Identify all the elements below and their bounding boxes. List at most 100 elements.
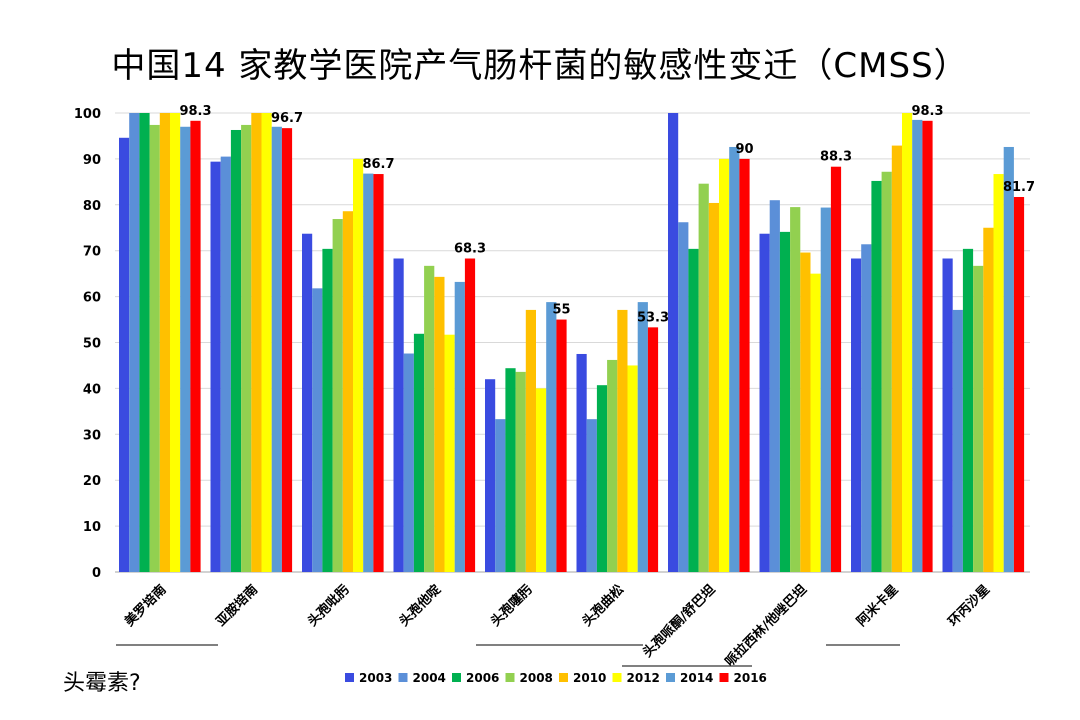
legend-swatch	[612, 673, 622, 682]
x-category-label: 美罗培南	[121, 582, 169, 630]
bar	[403, 353, 414, 572]
bar	[891, 145, 902, 573]
x-category-label: 阿米卡星	[853, 582, 901, 630]
bar	[1003, 146, 1014, 572]
bar	[444, 334, 455, 572]
y-tick-label: 0	[92, 566, 101, 581]
bar	[902, 113, 913, 572]
x-category-label: 头孢他啶	[396, 582, 444, 630]
bar	[861, 244, 872, 573]
bar	[302, 233, 313, 573]
bar	[973, 265, 984, 572]
data-label: 90	[735, 142, 753, 157]
bar	[159, 113, 170, 572]
y-tick-label: 40	[83, 382, 101, 397]
bar	[993, 174, 1004, 572]
y-tick-label: 10	[83, 520, 101, 535]
bar	[220, 156, 231, 573]
bar	[393, 258, 404, 572]
bar	[353, 158, 364, 572]
bar	[241, 124, 252, 573]
bar	[434, 276, 445, 572]
bars	[119, 113, 1025, 573]
bar	[983, 227, 994, 572]
data-label: 53.3	[637, 310, 669, 325]
x-category-label: 头孢噻肟	[487, 582, 535, 630]
y-tick-label: 90	[83, 153, 101, 168]
bar	[647, 327, 659, 572]
bar	[495, 419, 506, 572]
bar	[952, 309, 963, 572]
bar	[769, 200, 780, 572]
data-labels: 98.3 96.7 86.7 68.3 55 53.3 90 88.3 98.3 81.7	[179, 104, 1035, 325]
bar	[790, 207, 801, 572]
legend-swatch	[345, 673, 354, 682]
bar	[424, 265, 435, 572]
bar	[922, 120, 933, 572]
bar	[119, 137, 130, 572]
y-tick-label: 60	[83, 291, 101, 306]
data-label: 98.3	[179, 104, 211, 119]
bar	[851, 258, 862, 572]
bar	[708, 202, 719, 573]
bar	[586, 419, 597, 572]
bar	[505, 368, 516, 572]
y-tick-label: 20	[83, 474, 101, 489]
data-label: 98.3	[911, 104, 943, 119]
bar	[576, 353, 587, 572]
legend-swatch	[452, 673, 461, 682]
bar	[271, 126, 282, 573]
bar	[210, 161, 221, 573]
y-tick-label: 50	[83, 337, 101, 352]
bar	[413, 333, 425, 572]
bar	[698, 183, 709, 572]
x-category-label: 头孢吡肟	[304, 582, 352, 630]
chart-title: 中国14 家教学医院产气肠杆菌的敏感性变迁（CMSS）	[111, 46, 969, 86]
bar	[485, 379, 496, 572]
legend-label: 2014	[680, 671, 713, 685]
underline-decorations	[116, 644, 900, 667]
x-category-label: 亚胺培南	[213, 582, 261, 630]
bar	[281, 128, 293, 572]
legend: 2003 2004 2006 2008 2010 2012 2014 2016	[345, 671, 767, 685]
legend-swatch	[398, 673, 408, 682]
bar	[190, 120, 201, 572]
bar	[678, 222, 689, 572]
y-axis-ticks: 0 10 20 30 40 50 60 70 80 90 100	[74, 107, 101, 581]
bar	[637, 302, 648, 572]
legend-label: 2004	[413, 671, 446, 685]
bar	[627, 365, 638, 572]
bar	[729, 146, 740, 572]
bar	[800, 252, 811, 572]
bar	[546, 302, 557, 572]
bar	[129, 113, 140, 572]
legend-swatch	[719, 673, 729, 682]
data-label: 55	[552, 303, 570, 318]
bar	[170, 113, 181, 572]
bar	[719, 158, 730, 572]
bar	[942, 258, 953, 572]
legend-swatch	[559, 673, 568, 682]
legend-label: 2003	[359, 671, 392, 685]
bar	[454, 281, 465, 572]
bar	[464, 258, 476, 572]
bar	[180, 126, 191, 573]
bar	[688, 248, 699, 572]
y-tick-label: 100	[74, 107, 101, 122]
bar	[830, 166, 842, 572]
x-category-label: 头孢哌酮/舒巴坦	[640, 582, 719, 661]
bar	[1013, 196, 1025, 572]
bar	[515, 371, 526, 572]
bar	[149, 124, 160, 573]
bar	[779, 231, 791, 573]
y-tick-label: 70	[83, 245, 101, 260]
x-axis-categories: 美罗培南 亚胺培南 头孢吡肟 头孢他啶 头孢噻肟 头孢曲松 头孢哌酮/舒巴坦 哌拉西林/他唑巴…	[121, 582, 993, 670]
bar	[251, 113, 262, 572]
data-label: 81.7	[1003, 180, 1035, 195]
bar	[810, 273, 821, 572]
data-label: 96.7	[271, 111, 303, 126]
bar	[962, 248, 974, 572]
bar	[617, 309, 628, 572]
bar	[322, 248, 333, 572]
bar	[525, 309, 536, 572]
